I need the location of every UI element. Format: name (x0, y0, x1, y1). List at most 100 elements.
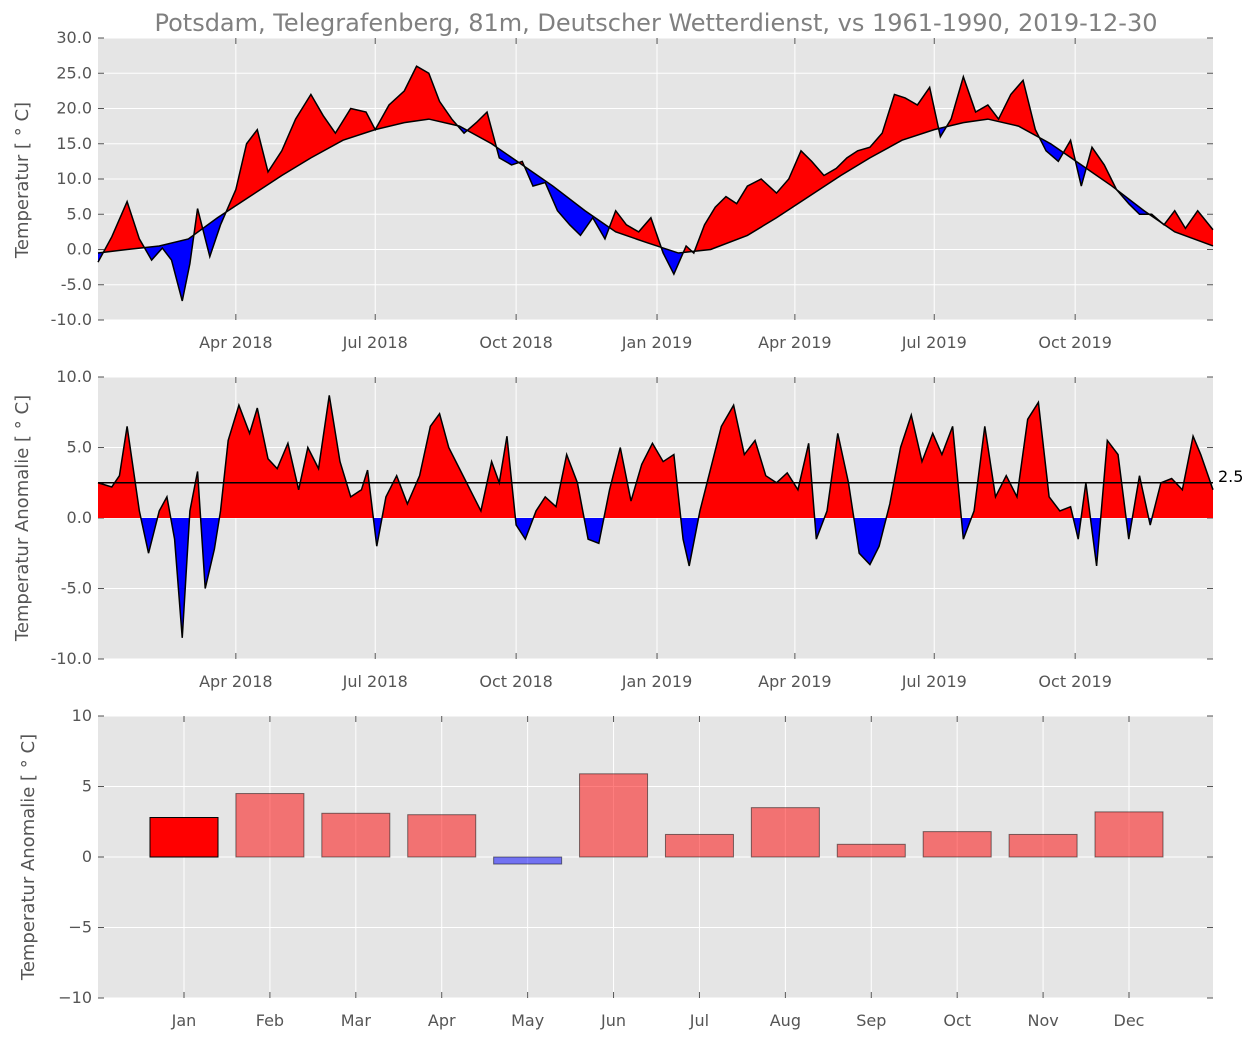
temp-xtick-label: Jul 2019 (901, 333, 967, 352)
bars-xtick-label: Sep (856, 1011, 886, 1030)
bars-xtick-label: Oct (943, 1011, 971, 1030)
month-bar-apr (407, 814, 477, 858)
anom-cold-region (584, 518, 604, 544)
temp-xtick-label: Oct 2018 (479, 333, 552, 352)
bars-xtick-label: Aug (770, 1011, 801, 1030)
anom-cold-region (680, 518, 699, 566)
anom-xtick-label: Jan 2019 (621, 672, 692, 691)
anom-warm-region (382, 413, 516, 518)
month-bar-aug (750, 807, 820, 858)
anom-xtick-label: Jul 2018 (342, 672, 408, 691)
temp-ytick-label: 10.0 (56, 169, 92, 188)
temp-warm-region (193, 208, 203, 235)
temp-cold-region (661, 247, 684, 275)
anomaly-ylabel: Temperatur Anomalie [ ° C] (12, 395, 33, 642)
anom-xtick-label: Oct 2019 (1038, 672, 1111, 691)
mean-anomaly-label: 2.5 (1218, 467, 1243, 486)
anom-warm-region (1132, 475, 1149, 518)
bars-ytick-label: −10 (58, 988, 92, 1007)
temp-cold-region (202, 212, 227, 257)
bars-ytick-label: 10 (72, 706, 92, 725)
month-bar-feb (235, 793, 305, 858)
anom-xtick-label: Apr 2019 (758, 672, 831, 691)
anom-warm-region (1081, 482, 1091, 518)
temperature-panel: 30.0 25.0 20.0 15.0 10.0 5.0 0.0 -5.0 -10.0 Apr 2… (51, 28, 1214, 352)
anom-cold-region (1090, 518, 1101, 566)
bars-xtick-label: Dec (1114, 1011, 1145, 1030)
anom-ytick-label: 5.0 (67, 438, 92, 457)
anom-warm-region (698, 405, 815, 518)
temp-cold-region (1039, 137, 1064, 162)
temp-ytick-label: 20.0 (56, 99, 92, 118)
monthly-anomaly-panel: 10 5 0 −5 −10 Jan Feb Mar Apr May Jun Jul Aug Sep Oct N… (58, 706, 1213, 1030)
temp-cold-region (524, 166, 610, 239)
bars-xtick-label: Jan (171, 1011, 197, 1030)
anom-xtick-label: Apr 2018 (199, 672, 272, 691)
observed-temperature-line (97, 65, 1214, 302)
month-bar-dec (1094, 811, 1164, 858)
anom-xtick-label: Jul 2019 (901, 672, 967, 691)
temp-warm-region (946, 76, 1040, 138)
temp-warm-region (1164, 210, 1213, 246)
anom-warm-region (533, 454, 585, 518)
anom-warm-region (219, 395, 374, 518)
temp-warm-region (694, 87, 939, 252)
temp-ytick-label: 30.0 (56, 28, 92, 47)
bars-xtick-label: Nov (1027, 1011, 1058, 1030)
temp-xtick-label: Jan 2019 (621, 333, 692, 352)
month-bar-oct (922, 831, 992, 858)
temp-cold-region (98, 252, 104, 263)
temp-warm-region (1063, 140, 1076, 161)
month-bar-sep (836, 843, 906, 858)
anom-cold-region (853, 518, 887, 565)
month-bar-may (493, 856, 563, 865)
climatology-line (97, 118, 1214, 254)
bars-xtick-label: Jul (689, 1011, 709, 1030)
anom-xtick-label: Oct 2018 (479, 672, 552, 691)
anom-ytick-label: 0.0 (67, 508, 92, 527)
temp-warm-region (103, 201, 145, 253)
anom-cold-region (373, 518, 383, 547)
temp-ytick-label: 25.0 (56, 63, 92, 82)
anom-ytick-label: -10.0 (51, 649, 92, 668)
temp-xtick-label: Apr 2018 (199, 333, 272, 352)
bars-xtick-label: Apr (428, 1011, 456, 1030)
bars-ytick-label: −5 (68, 918, 92, 937)
temp-warm-region (226, 66, 458, 213)
bars-xtick-label: Mar (341, 1011, 372, 1030)
month-bar-nov (1008, 833, 1078, 858)
temp-ytick-label: -10.0 (51, 310, 92, 329)
anom-warm-region (1151, 436, 1213, 518)
bars-ytick-label: 0 (82, 847, 92, 866)
temp-cold-region (144, 234, 194, 301)
anom-ytick-label: 10.0 (56, 367, 92, 386)
bars-xtick-label: May (511, 1011, 544, 1030)
month-bar-jul (664, 833, 734, 858)
anomaly-panel: 10.0 5.0 0.0 -5.0 -10.0 Apr 2018 Jul 2018 Oct 2… (51, 367, 1244, 691)
anom-cold-region (140, 518, 158, 554)
bars-ytick-label: 5 (82, 777, 92, 796)
month-bar-mar (321, 812, 391, 858)
month-bar-jan (149, 817, 219, 858)
anom-ytick-label: -5.0 (61, 579, 92, 598)
temp-xtick-label: Apr 2019 (758, 333, 831, 352)
temp-xtick-label: Jul 2018 (342, 333, 408, 352)
temp-ytick-label: 0.0 (67, 240, 92, 259)
temp-ytick-label: 15.0 (56, 134, 92, 153)
monthly-anomaly-ylabel: Temperatur Anomalie [ ° C] (18, 734, 39, 981)
temp-warm-region (1086, 147, 1117, 190)
bars-xtick-label: Feb (256, 1011, 284, 1030)
anom-warm-region (824, 433, 854, 518)
figure-title: Potsdam, Telegrafenberg, 81m, Deutscher … (154, 9, 1157, 37)
temp-xtick-label: Oct 2019 (1038, 333, 1111, 352)
month-bar-jun (579, 773, 649, 858)
temp-ytick-label: -5.0 (61, 275, 92, 294)
anom-cold-region (515, 518, 534, 540)
temperature-ylabel: Temperatur [ ° C] (12, 102, 33, 259)
temp-ytick-label: 5.0 (67, 204, 92, 223)
anom-warm-region (886, 415, 962, 518)
anom-cold-region (200, 518, 220, 589)
bars-xtick-label: Jun (600, 1011, 626, 1030)
anom-warm-region (1100, 440, 1127, 518)
